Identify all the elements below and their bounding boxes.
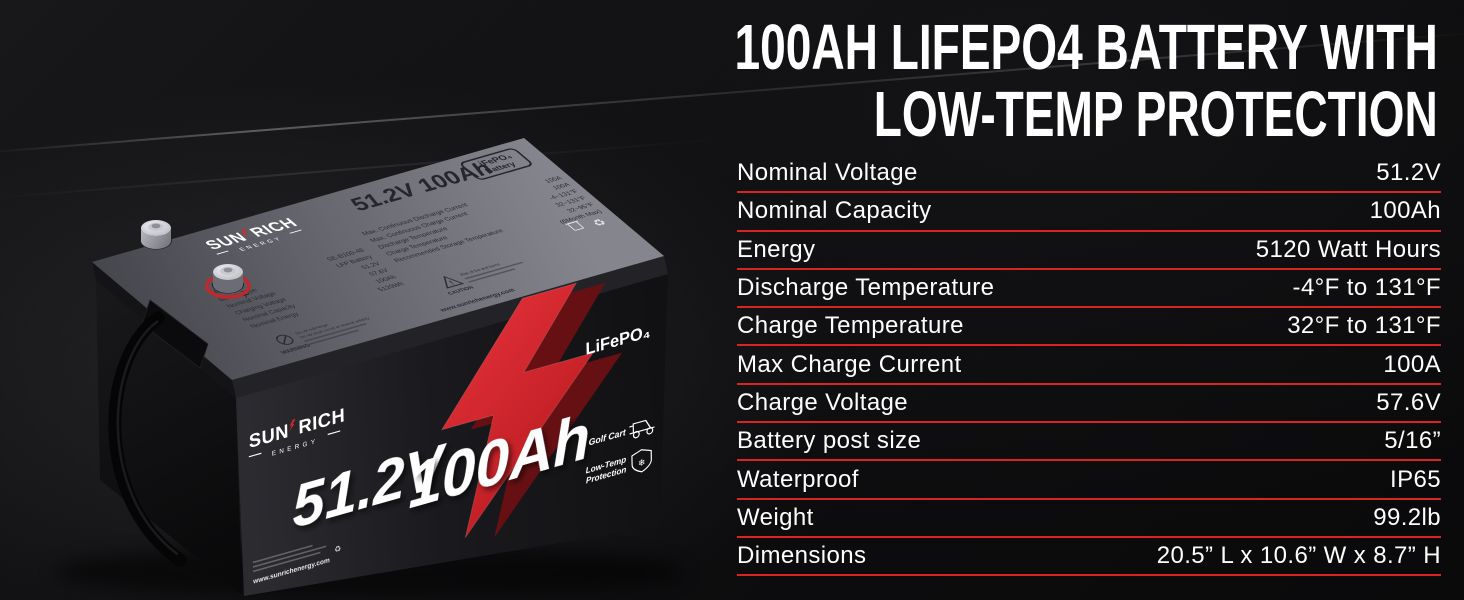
brand-bolt-icon (241, 228, 247, 238)
spec-row: Nominal Voltage 51.2V (737, 155, 1441, 194)
spec-row: Max Charge Current 100A (737, 346, 1441, 385)
fine-print-line (303, 323, 367, 342)
page-title: 100AH LIFEPO4 BATTERY WITH LOW-TEMP PROT… (735, 14, 1438, 148)
caution-mark: ! (447, 280, 456, 287)
cert-icons: ♻ (565, 217, 610, 231)
spec-value: 57.6V (1376, 388, 1441, 416)
spec-value: -4°F to 131°F (1292, 274, 1441, 302)
spec-label: Discharge Temperature (737, 274, 995, 302)
page-title-line1: 100AH LIFEPO4 BATTERY WITH (734, 11, 1438, 83)
recycle-icon: ♻ (334, 544, 341, 555)
spec-table: Nominal Voltage 51.2V Nominal Capacity 1… (737, 155, 1441, 577)
spec-label: Max Charge Current (737, 350, 962, 378)
positive-terminal-post (205, 264, 251, 299)
fine-print-line (307, 329, 360, 346)
no-symbol-icon (275, 334, 294, 345)
recycle-icon: ♻ (589, 217, 610, 229)
chemistry-badge: LiFePO₄ Battery (460, 148, 532, 180)
spec-row: Nominal Capacity 100Ah (737, 193, 1441, 232)
fine-print-line (253, 551, 321, 573)
fine-print-line (252, 545, 327, 568)
negative-terminal-post (140, 220, 172, 250)
field-value: 5120Wh (377, 281, 407, 293)
fine-print-line (252, 544, 313, 564)
snowflake-icon: ❄ (638, 457, 645, 469)
golf-cart-icon (629, 419, 655, 439)
warning-title: WARNING (280, 343, 313, 355)
spec-row: Charge Voltage 57.6V (737, 385, 1441, 424)
spec-row: Weight 99.2lb (737, 500, 1441, 538)
handle-strap (108, 311, 187, 567)
spec-value: 100A (1383, 350, 1441, 378)
spec-row: Discharge Temperature -4°F to 131°F (737, 270, 1441, 309)
spec-row: Charge Temperature 32°F to 131°F (737, 308, 1441, 347)
spec-label: Battery post size (737, 427, 922, 455)
spec-label: Charge Voltage (737, 388, 909, 416)
caution-triangle-icon (443, 275, 465, 289)
spec-value: 100Ah (1369, 197, 1441, 225)
shield-icon (631, 449, 652, 473)
handle-anchor (174, 554, 186, 566)
fine-print-line (464, 261, 524, 280)
spec-label: Nominal Voltage (737, 159, 918, 187)
logo-dash (327, 430, 341, 436)
carry-handle (108, 299, 209, 567)
handle-strap-highlight (116, 319, 181, 558)
brand-bolt-icon (289, 418, 296, 432)
spec-row: Battery post size 5/16” (737, 423, 1441, 462)
caution-title: CAUTION (447, 285, 476, 296)
field-value: 100A (544, 175, 565, 184)
spec-value: 5/16” (1384, 427, 1441, 455)
spec-label: Charge Temperature (737, 312, 964, 340)
spec-row: Waterproof IP65 (737, 461, 1441, 500)
no-symbol-slash (283, 335, 287, 345)
spec-row: Dimensions 20.5” L x 10.6” W x 8.7” H (737, 538, 1441, 577)
page-title-line2: LOW-TEMP PROTECTION (874, 78, 1438, 150)
battery-lid-face (92, 138, 664, 380)
spec-row: Energy 5120 Watt Hours (737, 232, 1441, 270)
spec-label: Weight (737, 503, 814, 531)
negative-terminal-mark: − (125, 210, 135, 225)
spec-value: 20.5” L x 10.6” W x 8.7” H (1156, 542, 1441, 570)
spec-value: 5120 Watt Hours (1255, 235, 1441, 263)
battery-illustration: SUN RICH ENERGY 51.2V 100Ah LiFePO₄ Batt… (55, 138, 685, 599)
spec-value: 99.2lb (1373, 503, 1441, 531)
field-value: 51.2V (360, 261, 383, 271)
lightning-bolt-icon (440, 282, 595, 539)
spec-label: Energy (737, 235, 816, 263)
logo-dash (248, 452, 262, 458)
logo-dash (216, 250, 229, 255)
spec-label: Waterproof (737, 465, 859, 493)
trash-bin-lid (565, 220, 579, 225)
spec-label: Dimensions (737, 542, 867, 570)
field-value: 100A (552, 182, 573, 191)
spec-value: IP65 (1390, 465, 1441, 493)
logo-dash (289, 229, 302, 234)
positive-terminal-mark: + (240, 286, 251, 302)
spec-label: Nominal Capacity (737, 197, 932, 225)
spec-value: 51.2V (1376, 159, 1441, 187)
field-value: 100Ah (374, 275, 398, 285)
spec-value: 32°F to 131°F (1287, 312, 1441, 340)
fine-print-line (468, 268, 516, 283)
battery-product-image: SUN RICH ENERGY 51.2V 100Ah LiFePO₄ Batt… (0, 0, 700, 600)
field-value: 57.6V (368, 268, 391, 278)
